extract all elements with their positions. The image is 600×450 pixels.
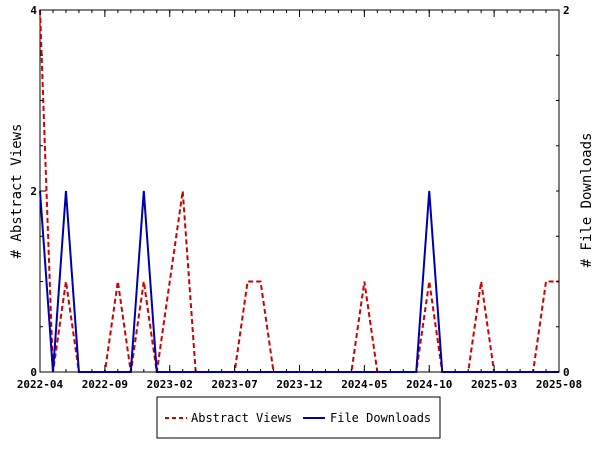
right-axis-ticks: 02: [553, 4, 570, 379]
legend: Abstract Views File Downloads: [156, 396, 441, 439]
legend-label-file-downloads: File Downloads: [330, 411, 431, 425]
left-tick-label: 0: [30, 366, 37, 379]
x-tick-label: 2022-04: [17, 378, 64, 391]
x-tick-label: 2023-07: [211, 378, 257, 391]
x-axis-ticks: 2022-04 2022-09 2023-02 2023-07 2023-12 2024-…: [17, 10, 582, 391]
left-axis-title: # Abstract Views: [9, 124, 25, 259]
right-tick-label: 2: [563, 4, 570, 17]
x-tick-label: 2024-05: [341, 378, 387, 391]
left-axis-ticks: 0 2 4: [30, 4, 46, 379]
x-tick-label: 2023-12: [276, 378, 322, 391]
x-tick-label: 2023-02: [147, 378, 193, 391]
left-tick-label: 4: [30, 4, 37, 17]
x-tick-label: 2025-03: [471, 378, 517, 391]
legend-box: [156, 396, 441, 439]
left-tick-label: 2: [30, 185, 37, 198]
right-axis-title: # File Downloads: [579, 133, 595, 268]
x-tick-label: 2022-09: [82, 378, 128, 391]
legend-label-abstract-views: Abstract Views: [191, 411, 292, 425]
x-tick-label: 2024-10: [406, 378, 452, 391]
x-tick-label: 2025-08: [536, 378, 582, 391]
right-tick-label: 0: [563, 366, 570, 379]
plot-area: [39, 9, 560, 373]
